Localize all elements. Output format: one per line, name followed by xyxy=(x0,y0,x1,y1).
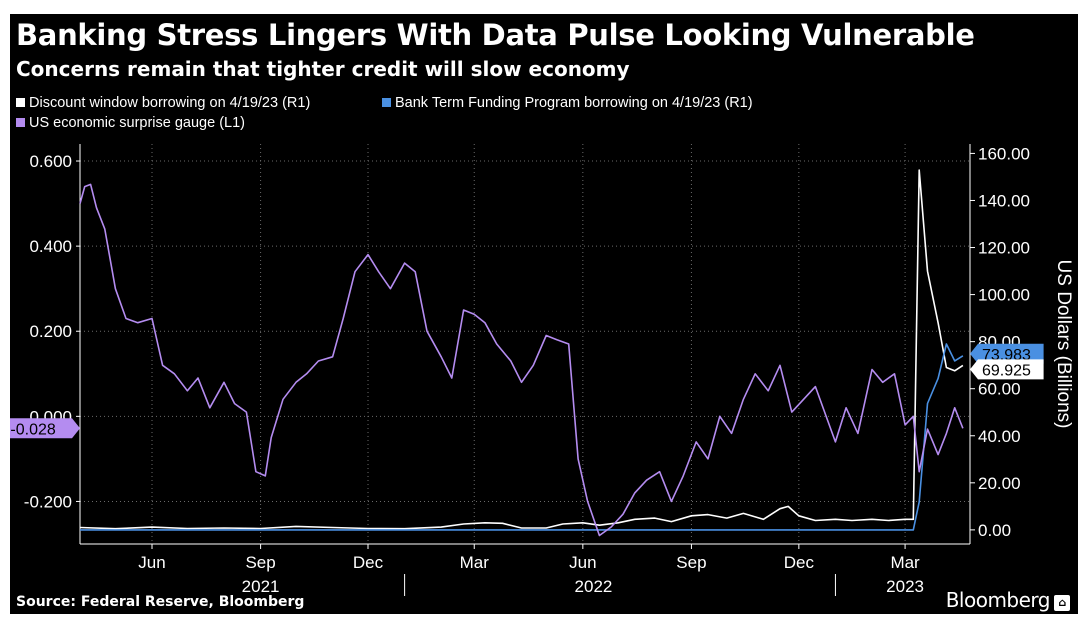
x-axis-tick-label: Dec xyxy=(353,553,384,572)
right-axis-label: US Dollars (Billions) xyxy=(1053,260,1074,429)
legend-item-btfp: Bank Term Funding Program borrowing on 4… xyxy=(382,95,753,111)
x-axis-tick-label: Sep xyxy=(676,553,706,572)
right-axis-tick-label: 40.00 xyxy=(978,427,1021,446)
source-note: Source: Federal Reserve, Bloomberg xyxy=(16,594,305,610)
legend-swatch-purple xyxy=(16,118,25,127)
right-axis-tick-label: 60.00 xyxy=(978,380,1021,399)
x-axis-tick-label: Sep xyxy=(245,553,275,572)
x-axis-tick-label: Dec xyxy=(784,553,815,572)
right-axis-tick-label: 0.00 xyxy=(978,521,1011,540)
x-axis-tick-label: Mar xyxy=(890,553,920,572)
brand-logo: Bloomberg ⌂ xyxy=(946,588,1070,612)
legend-swatch-blue xyxy=(382,98,391,107)
discount-window-end-label: 69.925 xyxy=(982,362,1031,379)
surprise-gauge-line xyxy=(79,183,964,537)
left-axis-tick-label: 0.400 xyxy=(29,237,72,256)
legend-item-surprise-gauge: US economic surprise gauge (L1) xyxy=(16,115,245,131)
legend-label: US economic surprise gauge (L1) xyxy=(29,115,245,131)
legend-swatch-white xyxy=(16,98,25,107)
chart-title: Banking Stress Lingers With Data Pulse L… xyxy=(16,18,975,52)
right-axis-tick-label: 140.00 xyxy=(978,191,1030,210)
btfp-end-label-box xyxy=(970,343,1044,364)
right-axis-tick-label: 160.00 xyxy=(978,144,1030,163)
surprise-gauge-end-label-box xyxy=(10,418,80,439)
right-axis-tick-label: 100.00 xyxy=(978,286,1030,305)
discount-window-line xyxy=(79,169,964,530)
surprise-gauge-end-label: -0.028 xyxy=(10,421,55,438)
x-axis-tick-label: Jun xyxy=(569,553,596,572)
discount-window-end-label-box xyxy=(970,359,1044,380)
x-axis-year-label: 2021 xyxy=(242,577,280,596)
x-axis-year-label: 2023 xyxy=(886,577,924,596)
left-axis-tick-label: 0.200 xyxy=(29,322,72,341)
x-axis-year-label: 2022 xyxy=(575,577,613,596)
left-axis-tick-label: 0.600 xyxy=(29,152,72,171)
x-axis-tick-label: Jun xyxy=(138,553,165,572)
right-axis-tick-label: 120.00 xyxy=(978,239,1030,258)
bloomberg-terminal-icon: ⌂ xyxy=(1054,595,1070,611)
btfp-line xyxy=(80,343,964,531)
legend-item-discount-window: Discount window borrowing on 4/19/23 (R1… xyxy=(16,95,310,111)
legend-label: Bank Term Funding Program borrowing on 4… xyxy=(395,95,753,111)
right-axis-tick-label: 20.00 xyxy=(978,474,1021,493)
chart-subtitle: Concerns remain that tighter credit will… xyxy=(16,57,630,81)
brand-name: Bloomberg xyxy=(945,588,1051,612)
legend-label: Discount window borrowing on 4/19/23 (R1… xyxy=(29,95,311,111)
left-axis-tick-label: -0.200 xyxy=(24,492,72,511)
x-axis-tick-label: Mar xyxy=(460,553,490,572)
chart-frame: Banking Stress Lingers With Data Pulse L… xyxy=(10,14,1078,614)
